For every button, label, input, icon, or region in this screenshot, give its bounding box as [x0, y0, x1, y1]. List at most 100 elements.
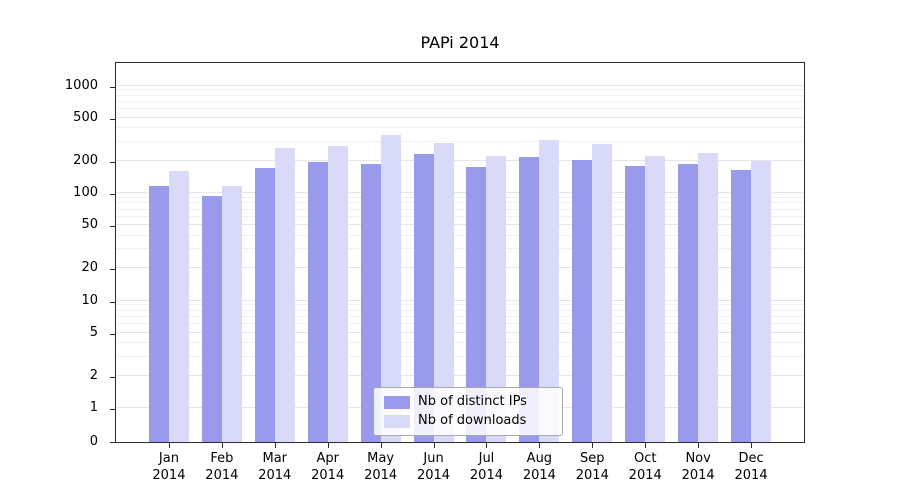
x-tick-mark: [751, 443, 753, 448]
x-tick-label: Oct 2014: [628, 451, 662, 483]
gridline: [116, 159, 804, 161]
bar-downloads: [380, 134, 401, 442]
x-tick-label: Dec 2014: [734, 451, 768, 483]
gridline-minor: [116, 248, 804, 250]
chart-title: PAPi 2014: [420, 33, 500, 52]
y-tick-label: 1000: [64, 77, 98, 93]
x-tick-mark: [486, 443, 488, 448]
x-tick-label: Mar 2014: [258, 451, 292, 483]
bar-downloads: [751, 160, 772, 442]
y-tick-mark: [110, 194, 115, 195]
gridline: [116, 299, 804, 301]
y-tick-label: 5: [89, 324, 98, 340]
gridline-minor: [116, 94, 804, 96]
gridline-minor: [116, 342, 804, 344]
gridline: [116, 192, 804, 193]
x-tick-label: May 2014: [364, 451, 398, 483]
gridline-minor: [116, 196, 804, 198]
gridline-minor: [116, 323, 804, 325]
y-tick-mark: [110, 161, 115, 163]
gridline-minor: [116, 309, 804, 311]
bar-downloads: [433, 143, 454, 442]
x-tick-mark: [698, 443, 700, 448]
gridline-minor: [116, 202, 804, 204]
x-tick-label: Jun 2014: [416, 451, 451, 483]
y-tick-label: 0: [89, 434, 98, 449]
x-tick-mark: [168, 443, 170, 448]
bar-distinct-ips: [307, 161, 328, 442]
gridline-minor: [116, 89, 804, 91]
x-tick-label: Aug 2014: [522, 451, 556, 483]
x-tick-mark: [327, 443, 329, 448]
legend-swatch-distinct-ips: [384, 395, 410, 409]
gridline: [116, 116, 804, 118]
bar-downloads: [221, 186, 242, 442]
y-tick-label: 200: [73, 152, 98, 168]
y-tick-label: 1: [89, 400, 98, 415]
y-tick-mark: [110, 376, 115, 378]
x-tick-mark: [274, 443, 276, 448]
bar-downloads: [698, 153, 719, 442]
gridline: [116, 374, 804, 376]
x-tick-mark: [539, 443, 541, 448]
x-tick-label: Jul 2014: [469, 451, 503, 483]
gridline-minor: [116, 108, 804, 110]
gridline-minor: [116, 215, 804, 217]
gridline-minor: [116, 316, 804, 318]
bar-downloads: [592, 144, 613, 442]
y-tick-mark: [110, 409, 115, 410]
bar-distinct-ips: [201, 196, 222, 442]
y-tick-label: 10: [81, 292, 98, 308]
bar-distinct-ips: [360, 164, 381, 442]
y-tick-label: 500: [73, 109, 98, 125]
x-tick-label: Nov 2014: [681, 451, 715, 483]
gridline-minor: [116, 127, 804, 129]
x-tick-label: Apr 2014: [311, 451, 345, 483]
bar-distinct-ips: [678, 164, 699, 442]
gridline: [116, 84, 804, 86]
bar-downloads: [274, 148, 295, 442]
y-tick-mark: [110, 269, 115, 271]
gridline: [116, 224, 804, 226]
legend-label-downloads: Nb of downloads: [418, 413, 527, 428]
y-tick-mark: [110, 86, 115, 88]
bar-downloads: [539, 140, 560, 442]
gridline-minor: [116, 304, 804, 306]
gridline-minor: [116, 208, 804, 210]
bar-downloads: [168, 171, 189, 442]
bar-distinct-ips: [731, 170, 752, 442]
legend: Nb of distinct IPs Nb of downloads: [373, 387, 563, 436]
x-axis-ticks: [115, 443, 805, 448]
bar-distinct-ips: [413, 154, 434, 442]
y-tick-mark: [110, 301, 115, 303]
x-axis: Jan 2014 Feb 2014 Mar 2014 Apr 2014 May 2014…: [115, 450, 805, 490]
x-tick-label: Feb 2014: [205, 451, 239, 483]
legend-swatch-downloads: [384, 414, 410, 428]
y-tick-mark: [110, 442, 115, 443]
bar-distinct-ips: [254, 168, 275, 442]
x-tick-mark: [380, 443, 382, 448]
gridline-minor: [116, 140, 804, 142]
bar-distinct-ips: [148, 186, 169, 442]
bar-downloads: [486, 156, 507, 442]
y-tick-label: 2: [89, 367, 98, 383]
gridline-minor: [116, 355, 804, 357]
x-tick-label: Jan 2014: [152, 451, 186, 483]
y-tick-mark: [110, 333, 115, 335]
x-tick-mark: [592, 443, 594, 448]
bar-downloads: [645, 156, 666, 442]
bar-distinct-ips: [519, 157, 540, 442]
gridline: [116, 331, 804, 333]
y-tick-mark: [110, 118, 115, 120]
y-axis: 0 1 2 5 10 20 50 100 200 500 1000: [0, 62, 108, 449]
legend-label-distinct-ips: Nb of distinct IPs: [418, 394, 527, 409]
y-tick-label: 100: [73, 185, 98, 200]
gridline-minor: [116, 234, 804, 236]
bar-distinct-ips: [625, 165, 646, 442]
gridline: [116, 267, 804, 269]
x-tick-mark: [433, 443, 435, 448]
bar-downloads: [327, 145, 348, 442]
x-tick-mark: [221, 443, 223, 448]
y-tick-mark: [110, 226, 115, 228]
